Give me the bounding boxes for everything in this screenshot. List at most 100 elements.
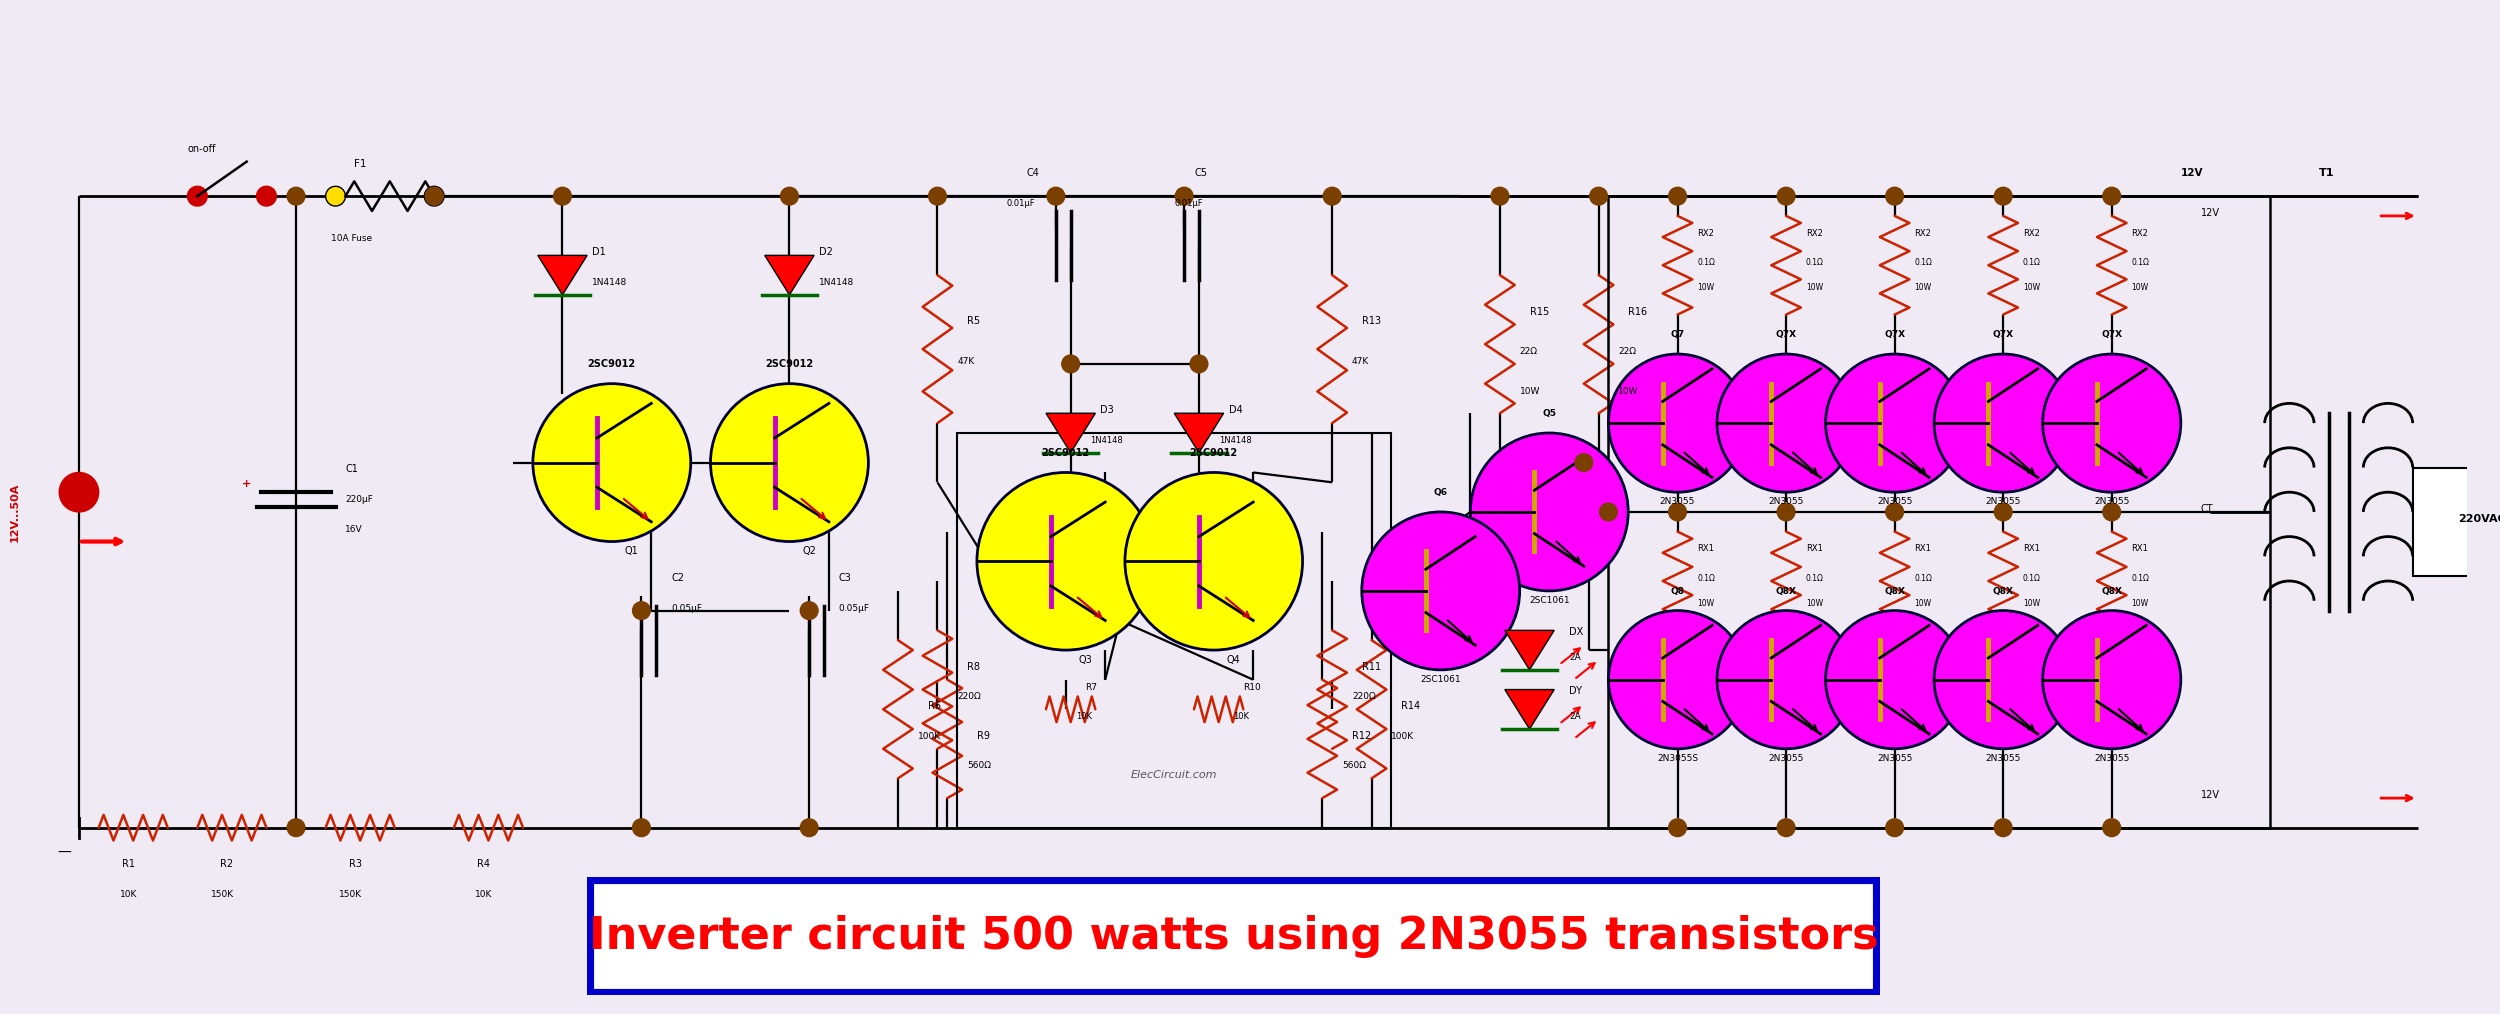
Text: —: — [58,847,70,860]
Text: 1N4148: 1N4148 [1218,436,1252,445]
Text: 1N4148: 1N4148 [820,278,855,287]
Circle shape [1778,503,1795,521]
Text: RX1: RX1 [1915,545,1930,554]
Text: 10W: 10W [2023,283,2040,292]
Text: Q8X: Q8X [1775,587,1798,596]
Circle shape [632,601,650,620]
Text: D1: D1 [592,247,605,258]
FancyBboxPatch shape [592,882,1875,991]
Circle shape [1600,503,1618,521]
Text: RX2: RX2 [1805,228,1822,237]
Text: 10W: 10W [2132,598,2148,607]
Text: 560Ω: 560Ω [1342,762,1365,771]
Text: RX2: RX2 [2132,228,2148,237]
Text: R6: R6 [928,702,940,711]
Ellipse shape [2042,354,2180,492]
Polygon shape [1505,631,1555,670]
Circle shape [288,819,305,837]
Text: 220Ω: 220Ω [958,693,980,702]
Text: Q8: Q8 [1670,587,1685,596]
Text: 10W: 10W [1805,598,1822,607]
Bar [1608,196,2270,827]
Text: Q5: Q5 [1542,410,1558,418]
Text: 22Ω: 22Ω [1520,347,1538,356]
FancyBboxPatch shape [2412,467,2500,576]
Text: 2SC9012: 2SC9012 [765,359,812,369]
Text: 2N3055: 2N3055 [1878,497,1912,506]
Text: 10W: 10W [1698,598,1715,607]
Text: Q8X: Q8X [2100,587,2122,596]
Text: RX2: RX2 [1698,228,1715,237]
Circle shape [1668,819,1688,837]
Text: 10W: 10W [1618,386,1638,395]
Text: 2N3055: 2N3055 [1878,753,1912,763]
Circle shape [1885,188,1902,205]
Polygon shape [538,256,588,295]
Text: RX1: RX1 [1698,545,1715,554]
FancyBboxPatch shape [588,877,1880,996]
Ellipse shape [1935,610,2072,748]
Text: 10K: 10K [475,889,492,898]
Text: C2: C2 [670,573,685,583]
Ellipse shape [532,383,690,541]
Text: 560Ω: 560Ω [968,762,990,771]
Circle shape [325,187,345,206]
Ellipse shape [1608,354,1747,492]
Text: 12V: 12V [2200,208,2220,218]
Circle shape [1175,188,1192,205]
Text: 2N3055: 2N3055 [1768,753,1805,763]
Text: R1: R1 [122,859,135,869]
Text: 12V...50A: 12V...50A [10,483,20,541]
Text: 2N3055: 2N3055 [1768,497,1805,506]
Text: 220Ω: 220Ω [1352,693,1375,702]
Text: 2N3055: 2N3055 [2095,497,2130,506]
Circle shape [1322,188,1340,205]
Text: 0.1Ω: 0.1Ω [1915,574,1932,583]
Text: 12V: 12V [2200,790,2220,800]
Text: Q3: Q3 [1078,655,1092,665]
Text: 0.01μF: 0.01μF [1008,199,1035,208]
Text: Q4: Q4 [1228,655,1240,665]
Circle shape [1590,188,1608,205]
Text: R2: R2 [220,859,232,869]
Text: 2SC9012: 2SC9012 [1042,447,1090,457]
Text: R14: R14 [1400,702,1420,711]
Text: 0.1Ω: 0.1Ω [2132,259,2150,268]
Text: D4: D4 [1228,406,1242,416]
Text: Q6: Q6 [1432,488,1447,497]
Text: 0.05μF: 0.05μF [670,603,702,612]
Text: on-off: on-off [188,144,215,154]
Text: 2A: 2A [1570,712,1580,721]
Ellipse shape [1825,610,1962,748]
Polygon shape [765,256,815,295]
Text: R4: R4 [478,859,490,869]
Text: 100K: 100K [918,732,940,741]
Text: 22Ω: 22Ω [1618,347,1638,356]
Text: 0.1Ω: 0.1Ω [1805,259,1822,268]
Text: Inverter circuit 500 watts using 2N3055 transistors: Inverter circuit 500 watts using 2N3055 … [588,915,1878,958]
Circle shape [1048,188,1065,205]
Ellipse shape [2042,610,2180,748]
Text: Q2: Q2 [802,547,815,557]
Text: 10W: 10W [1698,283,1715,292]
Text: 0.1Ω: 0.1Ω [2132,574,2150,583]
Ellipse shape [1608,610,1747,748]
Text: 2SC1061: 2SC1061 [1420,674,1460,683]
Circle shape [1778,188,1795,205]
Text: 100K: 100K [1393,732,1415,741]
Text: 47K: 47K [1352,357,1370,366]
Text: 47K: 47K [958,357,975,366]
Text: CT: CT [2200,504,2212,514]
Text: 150K: 150K [338,889,362,898]
Text: 10W: 10W [2132,283,2148,292]
Text: DY: DY [1570,686,1582,697]
Circle shape [1995,819,2012,837]
Circle shape [552,188,572,205]
Text: Q8X: Q8X [1885,587,1905,596]
Text: 0.1Ω: 0.1Ω [2023,574,2040,583]
Text: T1: T1 [2320,168,2335,178]
Text: 2SC1061: 2SC1061 [1530,596,1570,604]
Text: 2N3055S: 2N3055S [1658,753,1698,763]
Text: 10W: 10W [1915,598,1932,607]
Text: +: + [242,480,250,490]
